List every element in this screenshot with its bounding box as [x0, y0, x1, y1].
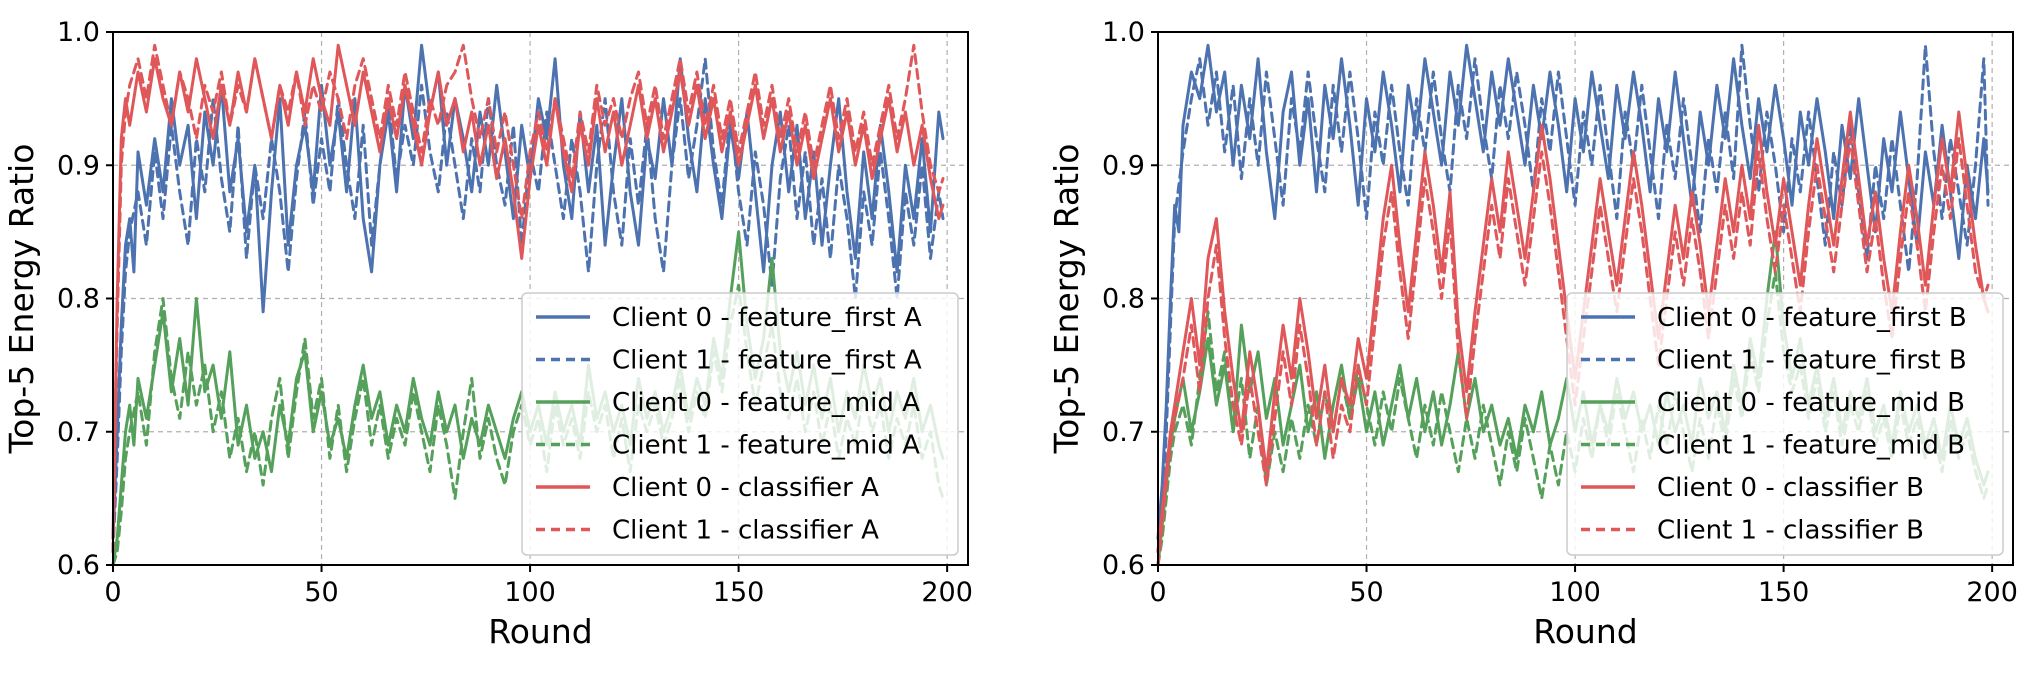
legend-label-5: Client 0 - classifier B [1657, 473, 1924, 503]
chart-panel-1: 0 50 100 150 200 0.6 0.7 0.8 0.9 1.0 Round Top-5 En… [2, 17, 973, 651]
legend-label-3: Client 0 - feature_mid B [1657, 388, 1965, 418]
x-tick-label: 150 [1758, 577, 1810, 608]
legend-label-1: Client 0 - feature_first A [612, 303, 922, 333]
plot-area [111, 43, 945, 567]
y-tick-label: 0.6 [57, 550, 100, 581]
legend-label-5: Client 0 - classifier A [612, 473, 879, 503]
chart-panel-2: 0 50 100 150 200 0.6 0.7 0.8 0.9 1.0 Round Top-5 En… [1047, 17, 2018, 651]
y-axis-label: Top-5 Energy Ratio [2, 144, 41, 455]
legend: Client 0 - feature_first A Client 1 - fea… [521, 292, 959, 556]
legend-label-1: Client 0 - feature_first B [1657, 303, 1967, 333]
x-tick-label: 50 [1349, 577, 1383, 608]
y-tick-label: 0.9 [57, 150, 100, 181]
x-tick-label: 100 [1549, 577, 1601, 608]
y-tick-label: 0.8 [57, 284, 100, 315]
x-tick-label: 0 [104, 577, 121, 608]
legend: Client 0 - feature_first B Client 1 - fea… [1566, 292, 2004, 556]
series-line-6 [111, 43, 945, 554]
legend-label-4: Client 1 - feature_mid A [612, 431, 920, 461]
legend-label-6: Client 1 - classifier A [612, 516, 879, 546]
x-axis-label: Round [488, 612, 592, 651]
legend-box [521, 292, 959, 556]
y-tick-label: 0.9 [1102, 150, 1145, 181]
series-line-2 [1156, 43, 1990, 554]
x-tick-label: 50 [304, 577, 338, 608]
legend-label-3: Client 0 - feature_mid A [612, 388, 920, 418]
x-tick-label: 0 [1149, 577, 1166, 608]
y-tick-label: 1.0 [57, 17, 100, 48]
x-tick-label: 200 [1966, 577, 2018, 608]
series-line-5 [111, 43, 945, 540]
y-tick-label: 0.7 [57, 417, 100, 448]
x-tick-label: 100 [504, 577, 556, 608]
legend-label-2: Client 1 - feature_first B [1657, 346, 1967, 376]
x-tick-label: 150 [713, 577, 765, 608]
x-tick-label: 200 [921, 577, 973, 608]
series-line-2 [111, 57, 945, 554]
y-tick-label: 0.6 [1102, 550, 1145, 581]
y-tick-label: 0.7 [1102, 417, 1145, 448]
legend-label-2: Client 1 - feature_first A [612, 346, 922, 376]
y-axis-label: Top-5 Energy Ratio [1047, 144, 1086, 455]
x-axis-label: Round [1533, 612, 1637, 651]
legend-box [1566, 292, 2004, 556]
legend-label-4: Client 1 - feature_mid B [1657, 431, 1965, 461]
y-tick-label: 0.8 [1102, 284, 1145, 315]
legend-label-6: Client 1 - classifier B [1657, 516, 1924, 546]
y-tick-label: 1.0 [1102, 17, 1145, 48]
series-line-1 [1156, 43, 1990, 540]
